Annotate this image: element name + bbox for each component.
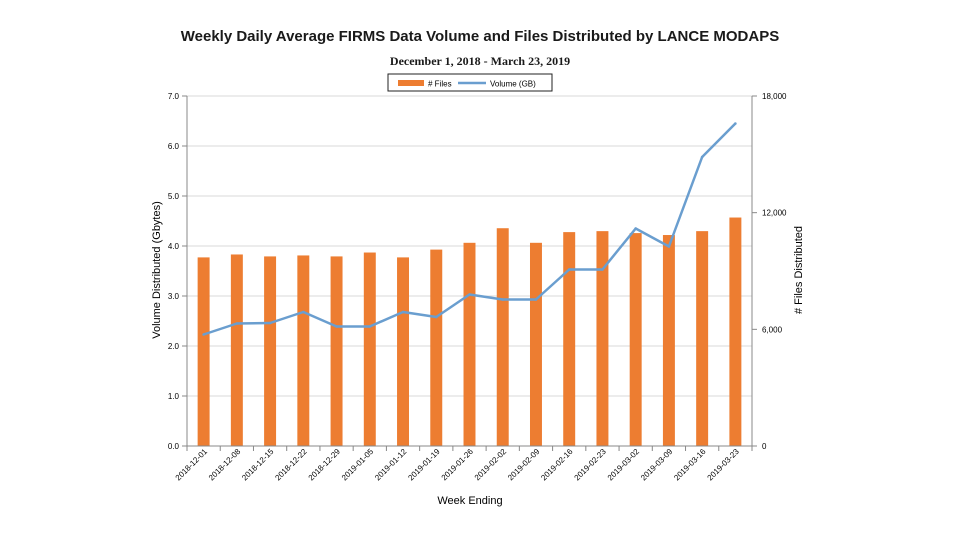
x-tick-label: 2019-02-09: [506, 447, 542, 483]
bar-files: [662, 235, 675, 446]
chart-subtitle: December 1, 2018 - March 23, 2019: [389, 54, 571, 68]
legend: # Files Volume (GB): [387, 73, 553, 92]
y-left-tick-label: 1.0: [168, 392, 180, 401]
x-tick-label: 2019-03-09: [639, 447, 675, 483]
x-tick-label: 2019-02-23: [573, 447, 609, 483]
y-right-tick-label: 6,000: [762, 325, 783, 334]
x-tick-label: 2019-01-26: [440, 447, 476, 483]
bar-files: [397, 257, 410, 446]
y-left-tick-label: 5.0: [168, 192, 180, 201]
x-tick-label: 2018-12-29: [307, 447, 343, 483]
y-left-tick-label: 4.0: [168, 242, 180, 251]
line-point-volume: [667, 245, 671, 248]
y-right-tick-label: 12,000: [762, 209, 787, 218]
x-tick-label: 2019-02-16: [539, 447, 575, 483]
x-tick-label: 2019-03-16: [672, 447, 708, 483]
y-axis-left-title: Volume Distributed (Gbytes): [151, 201, 163, 339]
bar-files: [230, 254, 243, 446]
bar-files: [563, 232, 576, 446]
chart-title: Weekly Daily Average FIRMS Data Volume a…: [180, 28, 780, 45]
line-point-volume: [235, 322, 239, 325]
x-axis-title: Week Ending: [437, 495, 502, 507]
bar-files: [330, 256, 343, 446]
x-tick-label: 2019-02-02: [473, 447, 509, 483]
line-point-volume: [202, 333, 205, 336]
bar-files: [297, 255, 310, 446]
line-point-volume: [734, 122, 737, 125]
x-tick-label: 2019-01-19: [406, 447, 442, 483]
bar-files: [529, 242, 542, 446]
y-right-tick-label: 0: [762, 442, 767, 451]
x-tick-label: 2018-12-01: [174, 447, 210, 483]
line-point-volume: [534, 298, 538, 301]
line-point-volume: [468, 293, 471, 296]
line-point-volume: [401, 310, 405, 314]
x-tick-label: 2019-03-23: [705, 447, 741, 483]
x-tick-label: 2018-12-15: [240, 447, 276, 483]
line-point-volume: [335, 325, 338, 328]
legend-swatch-files: [398, 80, 424, 86]
x-tick-label: 2019-01-12: [373, 447, 409, 483]
bar-files: [264, 256, 277, 446]
bar-files: [430, 249, 443, 446]
x-tick-label: 2018-12-22: [273, 447, 309, 483]
y-left-tick-label: 6.0: [168, 142, 180, 151]
bar-files: [629, 233, 642, 446]
legend-label-files: # Files: [428, 80, 452, 89]
bar-files: [363, 252, 376, 446]
legend-label-volume: Volume (GB): [490, 80, 536, 89]
line-point-volume: [368, 325, 372, 328]
y-left-tick-label: 2.0: [168, 342, 180, 351]
x-tick-label: 2019-01-05: [340, 447, 376, 483]
line-point-volume: [434, 315, 438, 319]
bar-files: [696, 231, 709, 446]
y-left-tick-label: 0.0: [168, 442, 180, 451]
bar-files: [729, 217, 742, 446]
line-point-volume: [634, 227, 637, 230]
line-point-volume: [567, 268, 571, 271]
line-point-volume: [501, 298, 505, 301]
line-point-volume: [700, 155, 704, 159]
y-right-tick-label: 18,000: [762, 92, 787, 101]
x-tick-label: 2019-03-02: [606, 447, 642, 483]
bar-files: [596, 231, 609, 446]
y-left-tick-label: 7.0: [168, 92, 180, 101]
x-tick-label: 2018-12-08: [207, 447, 243, 483]
line-point-volume: [601, 268, 604, 271]
y-left-tick-label: 3.0: [168, 292, 180, 301]
line-point-volume: [268, 321, 272, 325]
bar-files: [496, 228, 509, 446]
line-point-volume: [302, 310, 305, 314]
y-axis-right-title: # Files Distributed: [793, 226, 805, 314]
bar-files: [197, 257, 210, 446]
bar-files: [463, 242, 476, 446]
